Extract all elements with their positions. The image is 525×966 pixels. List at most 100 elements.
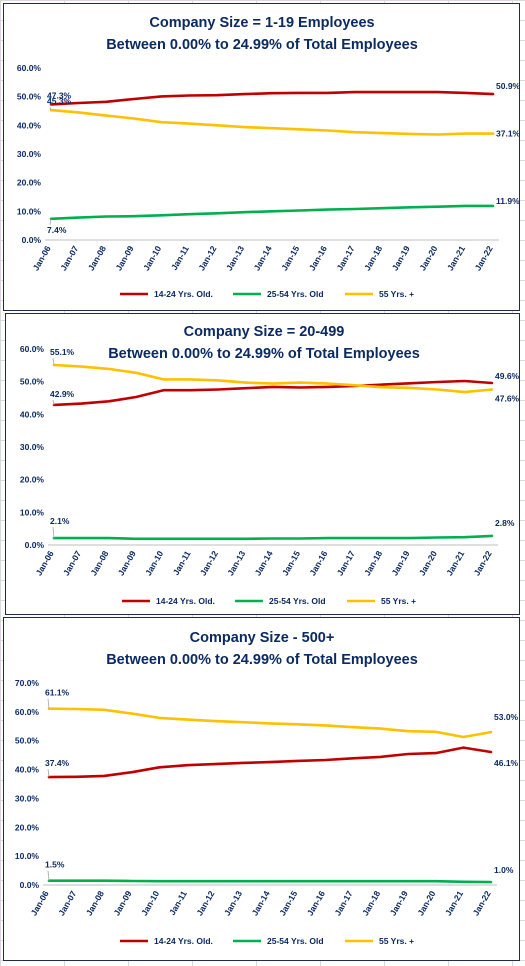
series-line [47,879,493,884]
legend-label: 55 Yrs. + [379,936,414,946]
x-tick-label: Jan-22 [471,889,493,918]
data-label-leader [47,698,50,709]
series-line [47,746,493,779]
x-tick-label: Jan-07 [58,244,80,273]
x-tick-label: Jan-08 [88,549,110,578]
y-tick-label: 10.0% [15,851,40,861]
data-label-start: 42.9% [50,389,75,399]
legend-label: 25-54 Yrs. Old [269,596,326,606]
data-label-leader [49,101,52,105]
y-tick-label: 50.0% [15,736,40,746]
y-tick-label: 60.0% [15,707,40,717]
y-tick-label: 40.0% [17,120,42,130]
x-tick-label: Jan-19 [389,549,411,578]
chart-subtitle: Between 0.00% to 24.99% of Total Employe… [108,346,420,362]
series-line [47,707,493,739]
x-tick-label: Jan-19 [390,244,412,273]
y-tick-label: 60.0% [20,344,45,354]
y-tick-label: 40.0% [15,765,40,775]
y-tick-label: 30.0% [17,149,42,159]
data-label-end: 50.9% [496,81,521,91]
y-tick-label: 30.0% [15,793,40,803]
chart-svg-500plus: Company Size - 500+ Between 0.00% to 24.9… [15,630,519,946]
chart-panel-20-499: Company Size = 20-499 Between 0.00% to 24… [5,313,520,615]
x-tick-label: Jan-17 [332,889,354,918]
data-label-end: 49.6% [495,371,520,381]
data-label-leader [52,399,55,405]
x-tick-label: Jan-08 [86,244,108,273]
x-tick-label: Jan-16 [307,549,329,578]
x-tick-label: Jan-19 [388,889,410,918]
x-tick-label: Jan-09 [111,889,133,918]
x-tick-label: Jan-12 [196,244,218,273]
data-label-end: 11.9% [496,196,520,206]
x-tick-label: Jan-18 [362,244,384,273]
x-tick-label: Jan-07 [56,889,78,918]
x-tick-label: Jan-08 [84,889,106,918]
series-line [49,90,495,106]
x-tick-label: Jan-11 [167,889,189,917]
y-tick-label: 20.0% [17,178,42,188]
series-line [49,108,495,136]
x-tick-label: Jan-22 [472,549,494,578]
x-tick-label: Jan-14 [250,889,272,918]
x-tick-label: Jan-21 [445,244,467,273]
x-tick-label: Jan-14 [252,244,274,273]
data-label-start: 61.1% [45,688,70,698]
legend-label: 55 Yrs. + [381,596,416,606]
x-tick-label: Jan-10 [139,889,161,918]
data-label-end: 1.0% [494,865,514,875]
x-tick-label: Jan-15 [280,549,302,578]
y-tick-label: 0.0% [22,235,42,245]
x-tick-label: Jan-17 [335,549,357,578]
y-tick-label: 70.0% [15,678,40,688]
y-tick-label: 20.0% [20,475,45,485]
data-label-leader [52,357,55,366]
x-tick-label: Jan-17 [334,244,356,273]
x-tick-label: Jan-06 [34,549,56,578]
data-label-start: 1.5% [45,860,65,870]
x-tick-label: Jan-15 [277,889,299,918]
data-label-start: 45.3% [47,96,72,106]
chart-panel-500plus: Company Size - 500+ Between 0.00% to 24.9… [3,617,520,961]
x-tick-label: Jan-06 [29,889,51,918]
series-line [52,379,494,407]
x-tick-label: Jan-12 [194,889,216,918]
x-tick-label: Jan-14 [253,549,275,578]
data-label-end: 53.0% [494,712,519,722]
x-tick-label: Jan-13 [222,889,244,918]
x-tick-label: Jan-12 [198,549,220,578]
data-label-leader [49,107,52,111]
chart-subtitle: Between 0.00% to 24.99% of Total Employe… [106,652,418,668]
x-tick-label: Jan-22 [473,244,495,273]
y-tick-label: 50.0% [17,92,42,102]
data-label-end: 46.1% [494,758,519,768]
data-label-start: 2.1% [50,516,70,526]
legend-label: 25-54 Yrs. Old [267,289,324,299]
data-label-start: 47.3% [47,90,72,100]
data-label-end: 37.1% [496,129,521,139]
data-label-leader [52,527,55,539]
x-tick-label: Jan-11 [171,549,193,577]
y-tick-label: 50.0% [20,377,45,387]
data-label-leader [47,769,50,778]
data-label-end: 2.8% [495,518,515,528]
chart-panel-1-19: Company Size = 1-19 Employees Between 0.0… [3,3,521,311]
legend-label: 14-24 Yrs. Old. [156,596,215,606]
legend-label: 14-24 Yrs. Old. [154,936,213,946]
legend-label: 55 Yrs. + [379,289,414,299]
x-tick-label: Jan-20 [417,549,439,578]
x-tick-label: Jan-16 [307,244,329,273]
chart-subtitle: Between 0.00% to 24.99% of Total Employe… [106,37,418,53]
y-tick-label: 20.0% [15,822,40,832]
x-tick-label: Jan-09 [113,244,135,273]
y-tick-label: 10.0% [20,507,45,517]
legend-label: 25-54 Yrs. Old [267,936,324,946]
x-tick-label: Jan-18 [360,889,382,918]
chart-svg-20-499: Company Size = 20-499 Between 0.00% to 24… [20,324,520,606]
x-tick-label: Jan-13 [224,244,246,273]
x-tick-label: Jan-07 [61,549,83,578]
y-tick-label: 40.0% [20,409,45,419]
data-label-start: 55.1% [50,347,75,357]
x-tick-label: Jan-09 [116,549,138,578]
